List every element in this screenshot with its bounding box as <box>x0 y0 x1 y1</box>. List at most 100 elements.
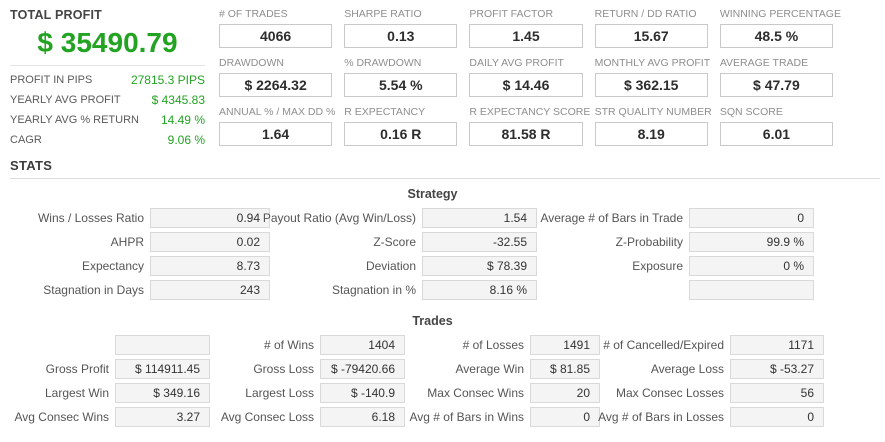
stat-value-box: 1404 <box>320 335 405 355</box>
stat-label: # of Cancelled/Expired <box>603 338 724 352</box>
stat-pair: Deviation $ 78.39 <box>270 256 537 276</box>
total-profit-label: TOTAL PROFIT <box>10 8 102 22</box>
metric-cell: MONTHLY AVG PROFIT $ 362.15 <box>594 57 711 97</box>
stat-pair: Gross Loss $ -79420.66 <box>210 359 405 379</box>
stat-pair: Max Consec Losses 56 <box>600 383 824 403</box>
stats-section: STATS Strategy Wins / Losses Ratio 0.94 … <box>0 152 885 427</box>
stat-label: Payout Ratio (Avg Win/Loss) <box>262 211 416 225</box>
subsection-table: # of Wins 1404 # of Losses 1491 # of Can… <box>10 335 885 427</box>
metric-cell: % DRAWDOWN 5.54 % <box>344 57 458 97</box>
profit-summary-panel: TOTAL PROFIT $ 35490.79 PROFIT IN PIPS 2… <box>0 0 205 152</box>
metric-value-box: 15.67 <box>594 24 708 48</box>
summary-row-label: PROFIT IN PIPS <box>10 74 93 86</box>
stat-label: Average Loss <box>650 362 724 376</box>
stat-label: AHPR <box>110 235 144 249</box>
metric-label: SHARPE RATIO <box>344 8 422 20</box>
table-row: AHPR 0.02 Z-Score -32.55 Z-Probability 9… <box>10 232 885 252</box>
stat-value-box: $ 81.85 <box>530 359 600 379</box>
stat-label: Z-Score <box>373 235 416 249</box>
stat-pair: Expectancy 8.73 <box>10 256 270 276</box>
stat-pair: Wins / Losses Ratio 0.94 <box>10 208 270 228</box>
metric-label: % DRAWDOWN <box>344 57 422 69</box>
stat-value-box: 6.18 <box>320 407 405 427</box>
stat-pair: Z-Probability 99.9 % <box>537 232 814 252</box>
stats-heading: STATS <box>10 158 53 173</box>
stat-label: Gross Profit <box>45 362 109 376</box>
stat-pair: Gross Profit $ 114911.45 <box>10 359 210 379</box>
metric-cell: # OF TRADES 4066 <box>219 8 333 48</box>
stats-divider <box>10 178 880 179</box>
metric-cell: AVERAGE TRADE $ 47.79 <box>719 57 834 97</box>
stat-value-box: 1171 <box>730 335 824 355</box>
stat-value-box: 8.16 % <box>422 280 537 300</box>
summary-row: YEARLY AVG PROFIT $ 4345.83 <box>10 90 205 110</box>
stat-value-box: 0 <box>530 407 600 427</box>
key-metrics-grid: # OF TRADES 4066 SHARPE RATIO 0.13 PROFI… <box>219 0 841 152</box>
table-row: Stagnation in Days 243 Stagnation in % 8… <box>10 280 885 300</box>
stat-label: Largest Loss <box>245 386 314 400</box>
stat-pair: # of Wins 1404 <box>210 335 405 355</box>
stat-pair: Largest Win $ 349.16 <box>10 383 210 403</box>
subsection-table: Wins / Losses Ratio 0.94 Payout Ratio (A… <box>10 208 885 300</box>
stat-label <box>537 280 689 300</box>
stat-label: Max Consec Wins <box>427 386 524 400</box>
summary-row-label: YEARLY AVG % RETURN <box>10 114 139 126</box>
stat-pair: Average Win $ 81.85 <box>405 359 600 379</box>
table-row: Largest Win $ 349.16 Largest Loss $ -140… <box>10 383 885 403</box>
stat-value-box: $ -79420.66 <box>320 359 405 379</box>
table-row: # of Wins 1404 # of Losses 1491 # of Can… <box>10 335 885 355</box>
stat-value-box: 0 <box>689 208 814 228</box>
metric-value-box: 5.54 % <box>344 73 458 97</box>
stat-label: Average # of Bars in Trade <box>540 211 683 225</box>
stat-pair: AHPR 0.02 <box>10 232 270 252</box>
metric-label: STR QUALITY NUMBER <box>594 106 712 118</box>
stat-value-box: 20 <box>530 383 600 403</box>
metric-row: ANNUAL % / MAX DD % 1.64 R EXPECTANCY 0.… <box>219 106 834 146</box>
metric-label: AVERAGE TRADE <box>719 57 809 69</box>
stat-pair <box>537 280 814 300</box>
summary-rows: PROFIT IN PIPS 27815.3 PIPS YEARLY AVG P… <box>10 70 205 150</box>
stat-label: Avg Consec Wins <box>14 410 109 424</box>
metric-label: MONTHLY AVG PROFIT <box>594 57 711 69</box>
stat-pair: Largest Loss $ -140.9 <box>210 383 405 403</box>
stat-pair: Stagnation in Days 243 <box>10 280 270 300</box>
metric-label: SQN SCORE <box>719 106 783 118</box>
metric-cell: WINNING PERCENTAGE 48.5 % <box>719 8 841 48</box>
metric-label: R EXPECTANCY SCORE <box>469 106 591 118</box>
top-section: TOTAL PROFIT $ 35490.79 PROFIT IN PIPS 2… <box>0 0 885 152</box>
metric-row: DRAWDOWN $ 2264.32 % DRAWDOWN 5.54 % DAI… <box>219 57 834 97</box>
metric-label: R EXPECTANCY <box>344 106 426 118</box>
stat-value-box: 1491 <box>530 335 600 355</box>
stat-pair: Average Loss $ -53.27 <box>600 359 824 379</box>
table-row: Wins / Losses Ratio 0.94 Payout Ratio (A… <box>10 208 885 228</box>
stat-value-box: $ 78.39 <box>422 256 537 276</box>
metric-cell: DRAWDOWN $ 2264.32 <box>219 57 333 97</box>
stat-label: # of Losses <box>462 338 524 352</box>
summary-row: YEARLY AVG % RETURN 14.49 % <box>10 110 205 130</box>
stat-pair: Avg Consec Loss 6.18 <box>210 407 405 427</box>
metric-value-box: 81.58 R <box>469 122 583 146</box>
metric-value-box: 1.64 <box>219 122 333 146</box>
stat-value-box <box>689 280 814 300</box>
stat-value-box: 8.73 <box>150 256 270 276</box>
metric-cell: RETURN / DD RATIO 15.67 <box>594 8 708 48</box>
stat-pair: Avg Consec Wins 3.27 <box>10 407 210 427</box>
stat-pair: # of Cancelled/Expired 1171 <box>600 335 824 355</box>
stat-label: Gross Loss <box>253 362 314 376</box>
table-row: Expectancy 8.73 Deviation $ 78.39 Exposu… <box>10 256 885 276</box>
stats-subsection-trades: Trades # of Wins 1404 # of Losses 1491 #… <box>10 314 885 427</box>
subsection-title: Trades <box>412 314 453 328</box>
stat-label: Avg Consec Loss <box>220 410 314 424</box>
stat-label: Avg # of Bars in Losses <box>598 410 724 424</box>
stat-value-box: $ -140.9 <box>320 383 405 403</box>
stat-label: Avg # of Bars in Wins <box>409 410 525 424</box>
stat-value-box: 0 <box>730 407 824 427</box>
stat-pair: Stagnation in % 8.16 % <box>270 280 537 300</box>
stat-pair: Avg # of Bars in Losses 0 <box>598 407 824 427</box>
stat-label: Max Consec Losses <box>615 386 724 400</box>
metric-label: WINNING PERCENTAGE <box>719 8 841 20</box>
stat-label: # of Wins <box>263 338 314 352</box>
stats-subsection-strategy: Strategy Wins / Losses Ratio 0.94 Payout… <box>10 187 885 300</box>
metric-value-box: 1.45 <box>469 24 583 48</box>
stat-label: Stagnation in % <box>331 283 416 297</box>
